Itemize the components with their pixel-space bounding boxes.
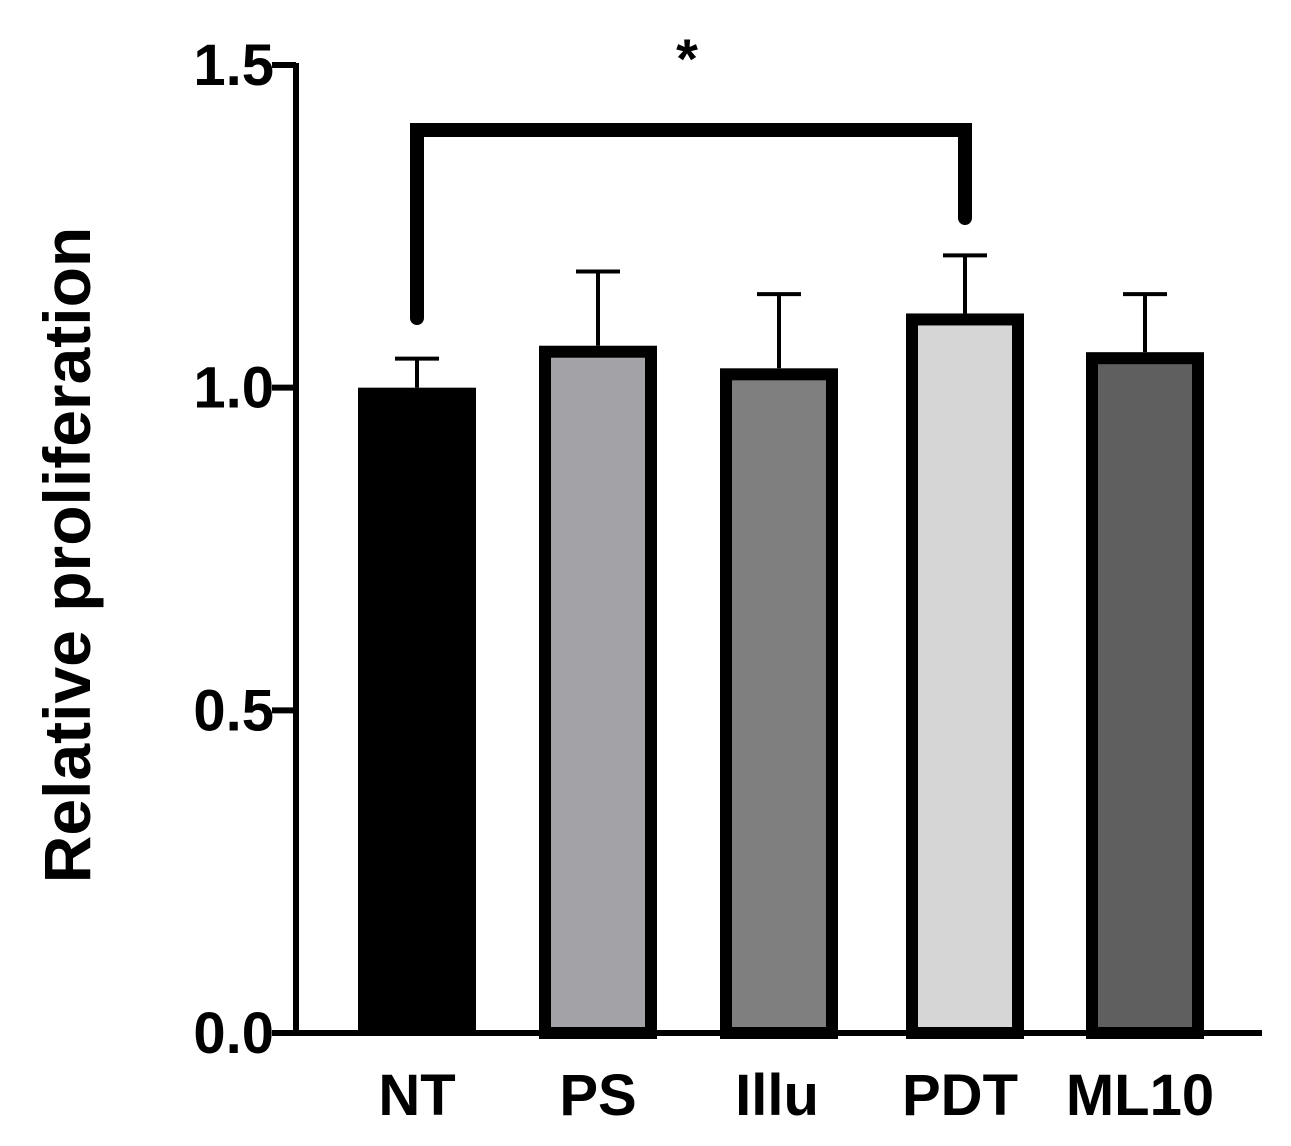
bar-ml10 <box>1086 352 1204 1039</box>
bar-pdt <box>906 313 1024 1040</box>
y-tick-label: 1.0 <box>193 356 274 421</box>
bars <box>358 313 1204 1040</box>
significance-bracket <box>410 123 972 325</box>
bar-illu <box>720 368 838 1040</box>
x-tick-label-pdt: PDT <box>902 1063 1018 1128</box>
y-axis-label: Relative proliferation <box>30 227 104 884</box>
x-tick-labels: NT PS Illu PDT ML10 <box>378 1063 1214 1128</box>
y-tick-label: 1.5 <box>193 33 274 98</box>
bar-nt <box>358 387 476 1034</box>
y-ticks: 0.0 0.5 1.0 1.5 <box>193 33 296 1066</box>
x-tick-label-ps: PS <box>559 1063 636 1128</box>
y-tick-label: 0.5 <box>193 678 274 743</box>
significance-label: * <box>676 27 698 90</box>
error-bars <box>395 253 1167 388</box>
bar-ps <box>539 345 657 1040</box>
x-tick-label-nt: NT <box>378 1063 455 1128</box>
y-tick-label: 0.0 <box>193 1001 274 1066</box>
x-tick-label-ml10: ML10 <box>1066 1063 1214 1128</box>
y-axis-label-group: Relative proliferation <box>30 227 104 884</box>
significance-annotation: * <box>410 27 972 325</box>
x-tick-label-illu: Illu <box>735 1063 819 1128</box>
